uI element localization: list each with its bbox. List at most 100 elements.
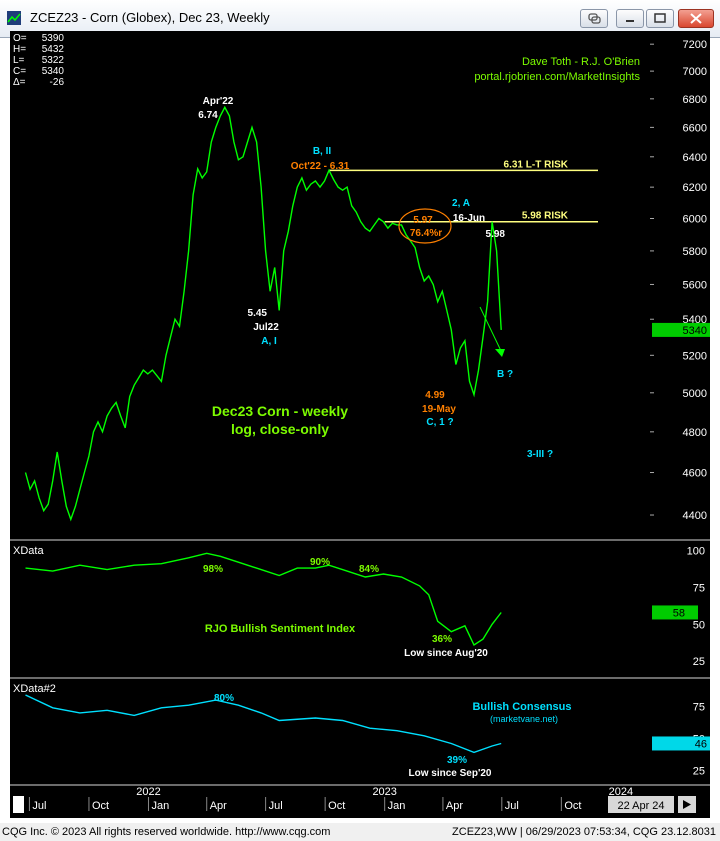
price-tick-label: 5200 [683,350,707,362]
consensus-tick-label: 75 [693,702,705,714]
price-tick-label: 6000 [683,213,707,225]
price-tick-label: 5600 [683,279,707,291]
status-copyright: CQG Inc. © 2023 All rights reserved worl… [2,826,331,838]
x-axis-month-label: Apr [210,800,227,812]
window-title: ZCEZ23 - Corn (Globex), Dec 23, Weekly [30,10,270,25]
price-annotation: 19-May [422,404,456,415]
sentiment-annotation: Low since Aug'20 [404,648,488,659]
maximize-icon [654,13,666,23]
price-annotation: 76.4%r [410,228,442,239]
price-tick-label: 6200 [683,182,707,194]
author-credit: Dave Toth - R.J. O'Brien [522,56,640,68]
maximize-button[interactable] [646,9,674,28]
x-axis-month-label: Jul [32,800,46,812]
price-annotation: 2, A [452,198,470,209]
status-bar: CQG Inc. © 2023 All rights reserved worl… [0,823,720,841]
minimize-button[interactable] [616,9,644,28]
price-annotation: 4.99 [425,390,445,401]
x-axis-month-label: Jan [388,800,406,812]
close-button[interactable] [678,9,714,28]
price-tick-label: 7200 [683,39,707,51]
sentiment-annotation: 36% [432,634,452,645]
ohlc-label: O= [13,33,27,44]
price-annotation: Jul22 [253,322,279,333]
consensus-title: Bullish Consensus [472,701,571,713]
ohlc-label: L= [13,55,25,66]
price-annotation: Oct'22 - 6.31 [291,161,350,172]
sentiment-last-marker [652,605,698,620]
ohlc-value: 5390 [42,33,65,44]
x-axis-month-label: Oct [328,800,345,812]
last-price-value: 5340 [683,325,707,337]
consensus-series-line [25,694,502,754]
consensus-last-value: 46 [695,738,707,750]
x-axis-month-label: Oct [92,800,109,812]
risk-level-label: 6.31 L-T RISK [504,159,569,170]
price-tick-label: 6400 [683,152,707,164]
last-price-marker [652,322,710,337]
price-annotation: 6.74 [198,110,218,121]
chart-app-icon [7,11,21,25]
consensus-annotation: Low since Sep'20 [409,768,492,779]
price-tick-label: 4800 [683,427,707,439]
sentiment-annotation: 84% [359,564,379,575]
ohlc-label: Δ= [13,77,26,88]
ohlc-value: -26 [50,77,65,88]
sentiment-last-suffix: 6 [701,607,707,619]
x-axis-month-label: Jul [505,800,519,812]
price-annotation: 3-III ? [527,449,553,460]
x-axis-year-label: 2022 [136,786,160,798]
scroll-right-icon[interactable] [683,800,691,809]
sentiment-tick-label: 100 [687,545,705,557]
chart-canvas[interactable]: 4400460048005000520054005600580060006200… [10,31,710,818]
price-panel-title: Dec23 Corn - weekly [212,403,348,419]
price-annotation: 5.45 [248,308,268,319]
status-symbol-info: ZCEZ23,WW | 06/29/2023 07:53:34, CQG 23.… [452,826,716,838]
price-tick-label: 6800 [683,94,707,106]
sentiment-panel-header: XData [13,545,44,557]
price-tick-label: 4600 [683,468,707,480]
link-icon [588,13,601,24]
scroll-left-thumb[interactable] [13,796,24,813]
x-axis-area [10,786,710,818]
risk-level-label: 5.98 RISK [522,211,569,222]
date-range-text: 22 Apr 24 [617,800,664,812]
x-axis-month-label: Jan [151,800,169,812]
projection-arrow-head [495,349,505,357]
consensus-annotation: 39% [447,755,467,766]
projection-arrow-line [479,306,503,354]
consensus-subtitle: (marketvane.net) [490,714,558,724]
retracement-highlight-ring [398,208,452,244]
website-credit: portal.rjobrien.com/MarketInsights [474,71,640,83]
consensus-annotation: 80% [214,693,234,704]
price-annotation: 16-Jun [453,213,485,224]
ohlc-value: 5322 [42,55,65,66]
sentiment-series-line [25,552,502,647]
date-range-box[interactable] [608,796,674,813]
close-icon [690,13,702,24]
consensus-tick-label: 25 [693,765,705,777]
price-tick-label: 6600 [683,122,707,134]
sentiment-tick-label: 50 [693,619,705,631]
x-axis-year-label: 2024 [609,786,633,798]
sentiment-last-value: 58 [673,607,685,619]
price-annotation: 5.98 [486,229,506,240]
sentiment-tick-label: 75 [693,582,705,594]
link-button[interactable] [580,9,608,28]
sentiment-annotation: 90% [310,557,330,568]
price-tick-label: 5800 [683,246,707,258]
x-axis-month-label: Apr [446,800,463,812]
price-tick-label: 7000 [683,66,707,78]
ohlc-label: C= [13,66,26,77]
price-annotation: B, II [313,146,332,157]
price-panel-subtitle: log, close-only [231,421,329,437]
price-annotation: Apr'22 [203,96,234,107]
x-axis-year-label: 2023 [372,786,396,798]
minimize-icon [626,20,634,22]
price-annotation: C, 1 ? [426,417,453,428]
sentiment-title: RJO Bullish Sentiment Index [205,623,356,635]
price-tick-label: 4400 [683,510,707,522]
sentiment-tick-label: 25 [693,656,705,668]
chart-frame[interactable]: 4400 4600 4800 5000 5200 5400 5600 5800 6000 6200… [10,31,710,818]
consensus-last-marker [652,736,710,751]
